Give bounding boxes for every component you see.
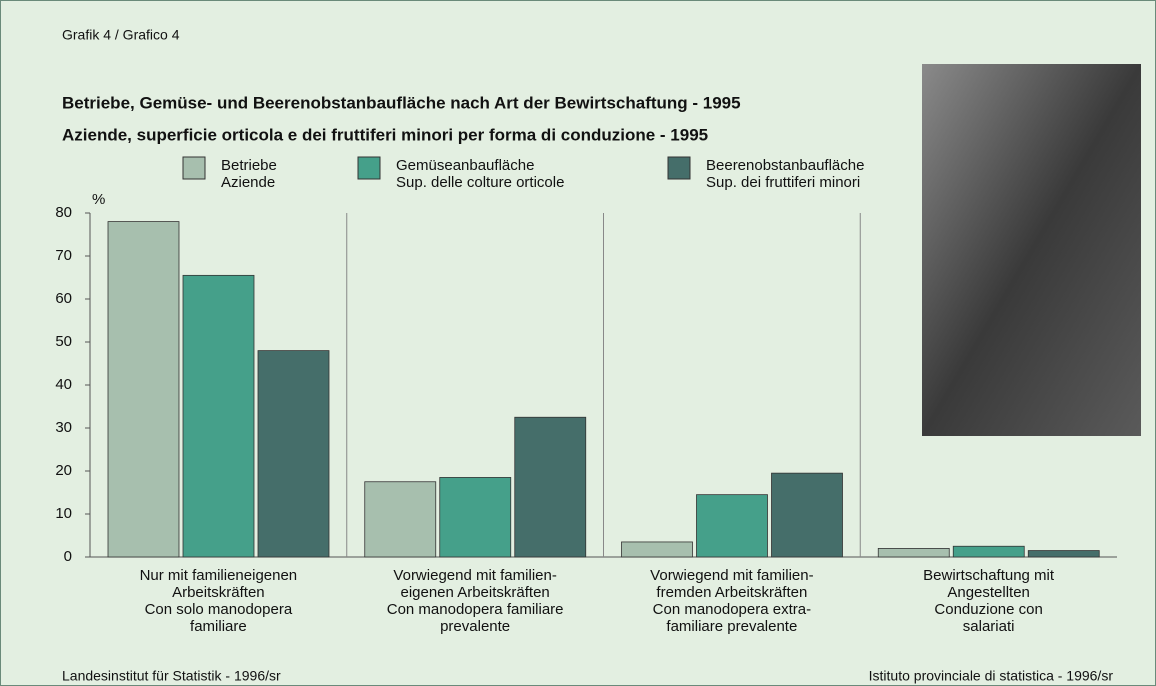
legend-label: Betriebe [221, 157, 277, 174]
bar [107, 221, 180, 558]
x-tick-label: familiare [190, 618, 247, 635]
y-tick-label: 40 [55, 376, 72, 393]
legend-label: Sup. dei fruttiferi minori [706, 174, 860, 191]
photo [922, 64, 1141, 436]
x-tick-label: Angestellten [947, 584, 1030, 601]
y-tick-label: 10 [55, 505, 72, 522]
footer: Landesinstitut für Statistik - 1996/sr [62, 668, 281, 684]
legend-swatch [667, 156, 691, 180]
x-tick-label: Bewirtschaftung mit [923, 567, 1055, 584]
y-tick-label: 50 [55, 333, 72, 350]
bar [514, 416, 587, 558]
y-axis-label: % [92, 191, 105, 208]
legend-label: Aziende [221, 174, 275, 191]
y-tick-label: 60 [55, 290, 72, 307]
bar [771, 472, 843, 558]
x-tick-label: Vorwiegend mit familien- [650, 567, 813, 584]
bar [877, 548, 950, 558]
x-tick-label: familiare prevalente [666, 618, 797, 635]
x-tick-label: Con solo manodopera [145, 601, 293, 618]
x-tick-label: Arbeitskräften [172, 584, 265, 601]
legend-swatch [182, 156, 206, 180]
x-tick-label: Con manodopera familiare [387, 601, 564, 618]
x-tick-label: eigenen Arbeitskräften [400, 584, 549, 601]
y-tick-label: 20 [55, 462, 72, 479]
bar [364, 481, 437, 558]
bar [696, 494, 768, 558]
bar [621, 541, 693, 558]
x-tick-label: salariati [963, 618, 1015, 635]
bar [182, 274, 255, 558]
x-tick-label: fremden Arbeitskräften [656, 584, 807, 601]
x-tick-label: Conduzione con [934, 601, 1042, 618]
bar [1027, 550, 1100, 558]
legend-label: Beerenobstanbaufläche [706, 157, 864, 174]
legend-label: Gemüseanbaufläche [396, 157, 534, 174]
bar [952, 545, 1025, 558]
chart-title: Betriebe, Gemüse- und Beerenobstanbauflä… [62, 93, 741, 112]
x-tick-label: Nur mit familieneigenen [140, 567, 298, 584]
x-tick-label: Con manodopera extra- [653, 601, 811, 618]
y-tick-label: 80 [55, 204, 72, 221]
y-tick-label: 30 [55, 419, 72, 436]
header: Grafik 4 / Grafico 4 [62, 27, 180, 43]
legend-swatch [357, 156, 381, 180]
y-tick-label: 0 [64, 548, 72, 565]
chart-subtitle: Aziende, superficie orticola e dei frutt… [62, 125, 708, 144]
legend-label: Sup. delle colture orticole [396, 174, 564, 191]
x-tick-label: Vorwiegend mit familien- [393, 567, 556, 584]
bar [439, 477, 512, 558]
bar [257, 350, 330, 558]
footer: Istituto provinciale di statistica - 199… [869, 668, 1114, 684]
y-tick-label: 70 [55, 247, 72, 264]
x-tick-label: prevalente [440, 618, 510, 635]
